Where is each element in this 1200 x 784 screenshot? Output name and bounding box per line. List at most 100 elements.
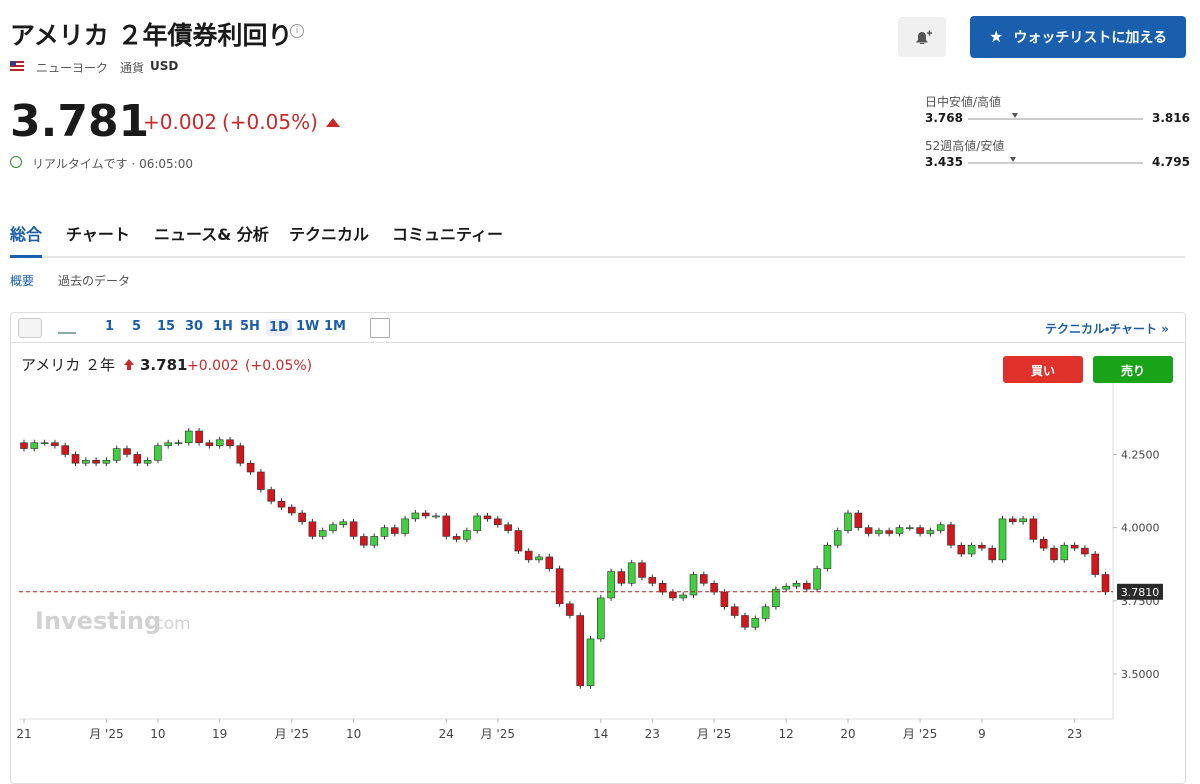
candle-body <box>617 571 626 584</box>
technical-link[interactable]: テクニカル・チャート » <box>1045 322 1169 336</box>
candle-body <box>318 530 327 537</box>
tab[interactable]: テクニカル <box>289 225 370 244</box>
candle-body <box>102 459 111 464</box>
interval[interactable]: 1H <box>213 319 233 334</box>
candle-body <box>164 442 172 446</box>
candle-body <box>1060 544 1069 561</box>
candle-body <box>51 442 59 446</box>
exchange: ニューヨーク <box>36 61 109 75</box>
subtab[interactable]: 過去のデータ <box>58 274 131 288</box>
candle-body <box>864 527 873 534</box>
x-tick-label: 10 <box>150 727 165 741</box>
alert-button[interactable] <box>898 17 946 57</box>
candle-type-button[interactable] <box>18 318 42 338</box>
area-type-button[interactable] <box>58 320 76 334</box>
candle-body <box>40 442 49 445</box>
candle-body <box>71 454 80 464</box>
interval[interactable]: 5 <box>132 319 142 334</box>
bell-icon <box>916 30 932 44</box>
candle-body <box>741 615 749 628</box>
x-tick-label: 14 <box>593 727 608 741</box>
x-tick-label: 月 '25 <box>697 727 731 741</box>
candle-body <box>576 615 585 687</box>
candle-body <box>833 530 842 546</box>
candle-body <box>380 527 389 537</box>
up-arrow-icon <box>124 359 134 370</box>
range-low: 3.768 <box>925 111 963 125</box>
tab[interactable]: チャート <box>66 225 130 244</box>
candle-body <box>535 556 543 561</box>
x-tick-label: 月 '25 <box>275 727 309 741</box>
sell-button[interactable] <box>1093 356 1173 383</box>
info-icon[interactable]: i <box>290 24 304 38</box>
star-icon: ★ <box>989 27 1004 46</box>
x-tick-label: 21 <box>16 727 31 741</box>
flag-icon <box>10 61 24 71</box>
candle-body <box>473 515 482 531</box>
candle-body <box>226 439 234 446</box>
candle-body <box>277 500 286 508</box>
candle-body <box>20 442 28 449</box>
candle-body <box>555 568 564 605</box>
currency-label: 通貨 <box>120 61 145 75</box>
candle-body <box>699 574 708 584</box>
interval[interactable]: 1D <box>266 319 292 336</box>
interval[interactable]: 30 <box>185 319 204 334</box>
range-high: 4.795 <box>1152 155 1190 169</box>
interval[interactable]: 1M <box>324 319 346 334</box>
title: アメリカ ２年債券利回り <box>10 21 293 50</box>
candle-body <box>514 530 523 552</box>
watermark-suffix: .com <box>149 614 191 634</box>
up-arrow <box>326 118 340 127</box>
candle-body <box>287 506 296 514</box>
tab[interactable]: コミュニティー <box>392 225 504 244</box>
x-tick-label: 9 <box>978 727 986 741</box>
candle-body <box>205 442 214 446</box>
candle-body <box>92 459 100 464</box>
candle-body <box>669 591 677 599</box>
watchlist-button[interactable]: ★ ウォッチリストに加える <box>970 16 1186 58</box>
subtab[interactable]: 概要 <box>10 274 35 288</box>
chart-change: +0.002 <box>187 358 239 374</box>
buy-button[interactable] <box>1003 356 1083 383</box>
candle-body <box>483 515 492 520</box>
candle-body <box>905 527 914 529</box>
candle-body <box>988 547 997 561</box>
candle-body <box>1050 547 1058 561</box>
range-track <box>968 118 1143 120</box>
candle-body <box>875 530 883 534</box>
interval[interactable]: 15 <box>157 319 176 334</box>
interval[interactable]: 1W <box>296 319 320 334</box>
change: +0.002 <box>143 110 218 134</box>
candle-body <box>154 445 162 461</box>
candle-body <box>967 544 976 555</box>
candle-body <box>1101 574 1110 593</box>
tab[interactable]: 総合 <box>10 225 43 244</box>
candle-body <box>401 518 409 534</box>
candle-body <box>813 568 821 590</box>
candle-body <box>267 489 276 502</box>
candle-body <box>566 603 574 616</box>
buy-label: 買い <box>1031 364 1055 378</box>
candle-body <box>133 454 142 464</box>
clock-icon <box>10 156 22 168</box>
candle-body <box>638 562 646 578</box>
candle-body <box>411 512 420 520</box>
x-tick-label: 12 <box>779 727 794 741</box>
candle-body <box>957 544 966 555</box>
interval[interactable]: 1 <box>105 319 115 334</box>
tab[interactable]: ニュース& 分析 <box>154 225 269 244</box>
interval[interactable]: 5H <box>240 319 260 334</box>
candle-body <box>339 521 348 526</box>
range-marker <box>1009 157 1016 162</box>
candle-body <box>1008 518 1017 523</box>
x-tick-label: 19 <box>212 727 227 741</box>
candle-body <box>463 530 471 540</box>
candle-body <box>493 518 502 526</box>
indicator-button[interactable] <box>370 318 390 338</box>
candle-body <box>751 618 760 628</box>
x-tick-label: 月 '25 <box>481 727 515 741</box>
candle-body <box>1070 544 1079 549</box>
candle-body <box>82 459 90 464</box>
